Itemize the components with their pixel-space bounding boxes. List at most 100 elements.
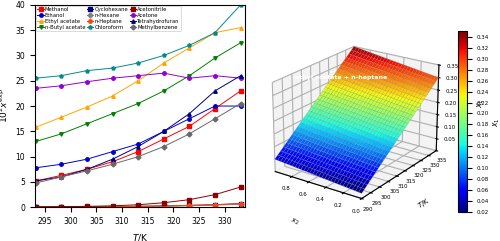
Methanol <box>58 174 64 177</box>
Ethyl acetate <box>161 62 167 65</box>
Cyclohexane <box>186 204 192 207</box>
n-Heptane <box>161 204 167 207</box>
Line: Methylbenzene: Methylbenzene <box>34 102 242 185</box>
n-Butyl acetate <box>135 102 141 105</box>
Methanol <box>135 150 141 153</box>
Cyclohexane <box>238 202 244 205</box>
X-axis label: $T$/K: $T$/K <box>132 232 148 241</box>
Cyclohexane <box>212 203 218 206</box>
n-Hexane <box>161 205 167 208</box>
n-Heptane <box>110 205 116 208</box>
n-Heptane <box>212 203 218 206</box>
Y-axis label: $x_1$: $x_1$ <box>491 117 500 127</box>
n-Butyl acetate <box>161 89 167 92</box>
Methanol <box>212 107 218 110</box>
Ethanol <box>110 150 116 153</box>
Line: n-Hexane: n-Hexane <box>34 202 242 209</box>
Methylbenzene <box>161 145 167 148</box>
Tetrahydrofuran <box>238 74 244 77</box>
Ethanol <box>186 117 192 120</box>
Chloroform <box>186 44 192 47</box>
Y-axis label: $10^2x^{\rm exp}$: $10^2x^{\rm exp}$ <box>0 89 10 123</box>
Methylbenzene <box>33 181 39 184</box>
n-Hexane <box>84 206 90 208</box>
Acetone <box>135 74 141 77</box>
Line: n-Heptane: n-Heptane <box>34 202 242 209</box>
Ethanol <box>212 105 218 107</box>
n-Butyl acetate <box>238 41 244 44</box>
Ethanol <box>161 130 167 133</box>
Acetone <box>33 87 39 90</box>
Line: Ethyl acetate: Ethyl acetate <box>34 26 242 129</box>
n-Hexane <box>186 204 192 207</box>
Ethanol <box>84 158 90 161</box>
Tetrahydrofuran <box>110 158 116 161</box>
Methylbenzene <box>212 117 218 120</box>
n-Hexane <box>212 204 218 207</box>
Tetrahydrofuran <box>161 130 167 133</box>
Chloroform <box>110 67 116 69</box>
Line: Tetrahydrofuran: Tetrahydrofuran <box>34 74 242 183</box>
Acetone <box>186 77 192 80</box>
Acetonitrile <box>238 186 244 188</box>
n-Hexane <box>238 203 244 206</box>
n-Heptane <box>186 204 192 207</box>
Methylbenzene <box>110 163 116 166</box>
Cyclohexane <box>58 206 64 208</box>
Ethyl acetate <box>110 94 116 97</box>
Line: Chloroform: Chloroform <box>34 3 242 80</box>
Acetonitrile <box>186 198 192 201</box>
Acetone <box>238 77 244 80</box>
X-axis label: $x_2$: $x_2$ <box>289 216 300 228</box>
Methylbenzene <box>58 175 64 178</box>
Ethanol <box>58 163 64 166</box>
n-Hexane <box>58 206 64 208</box>
n-Heptane <box>238 202 244 205</box>
n-Hexane <box>33 206 39 208</box>
Acetone <box>58 84 64 87</box>
Acetone <box>212 74 218 77</box>
Legend: Methanol, Ethanol, Ethyl acetate, n-Butyl acetate, Cyclohexane, n-Hexane, n-Hept: Methanol, Ethanol, Ethyl acetate, n-Buty… <box>36 6 181 31</box>
Line: Acetonitrile: Acetonitrile <box>34 185 242 209</box>
Acetonitrile <box>161 201 167 204</box>
Methanol <box>186 125 192 128</box>
Acetonitrile <box>212 193 218 196</box>
Acetonitrile <box>58 205 64 208</box>
Tetrahydrofuran <box>135 145 141 148</box>
Methanol <box>161 137 167 140</box>
Chloroform <box>238 3 244 6</box>
n-Butyl acetate <box>84 122 90 125</box>
Ethyl acetate <box>238 26 244 29</box>
Acetonitrile <box>84 205 90 208</box>
Methylbenzene <box>186 132 192 135</box>
Cyclohexane <box>161 205 167 208</box>
Ethyl acetate <box>212 31 218 34</box>
Cyclohexane <box>84 205 90 208</box>
Cyclohexane <box>110 205 116 208</box>
n-Butyl acetate <box>212 56 218 59</box>
Ethanol <box>238 105 244 107</box>
Ethyl acetate <box>84 106 90 108</box>
Ethanol <box>135 143 141 146</box>
n-Butyl acetate <box>33 140 39 143</box>
Cyclohexane <box>135 205 141 208</box>
n-Hexane <box>135 205 141 208</box>
Acetone <box>84 80 90 83</box>
n-Butyl acetate <box>110 112 116 115</box>
n-Heptane <box>135 205 141 208</box>
Ethyl acetate <box>186 46 192 49</box>
Cyclohexane <box>33 206 39 208</box>
n-Heptane <box>84 205 90 208</box>
Methanol <box>84 168 90 171</box>
Ethyl acetate <box>135 79 141 82</box>
Tetrahydrofuran <box>58 175 64 178</box>
n-Heptane <box>33 206 39 208</box>
n-Butyl acetate <box>58 132 64 135</box>
Y-axis label: $T$/K: $T$/K <box>416 196 432 211</box>
Acetonitrile <box>33 205 39 208</box>
Acetonitrile <box>135 203 141 206</box>
Methanol <box>33 180 39 182</box>
Acetonitrile <box>110 204 116 207</box>
Chloroform <box>33 77 39 80</box>
Chloroform <box>161 54 167 57</box>
